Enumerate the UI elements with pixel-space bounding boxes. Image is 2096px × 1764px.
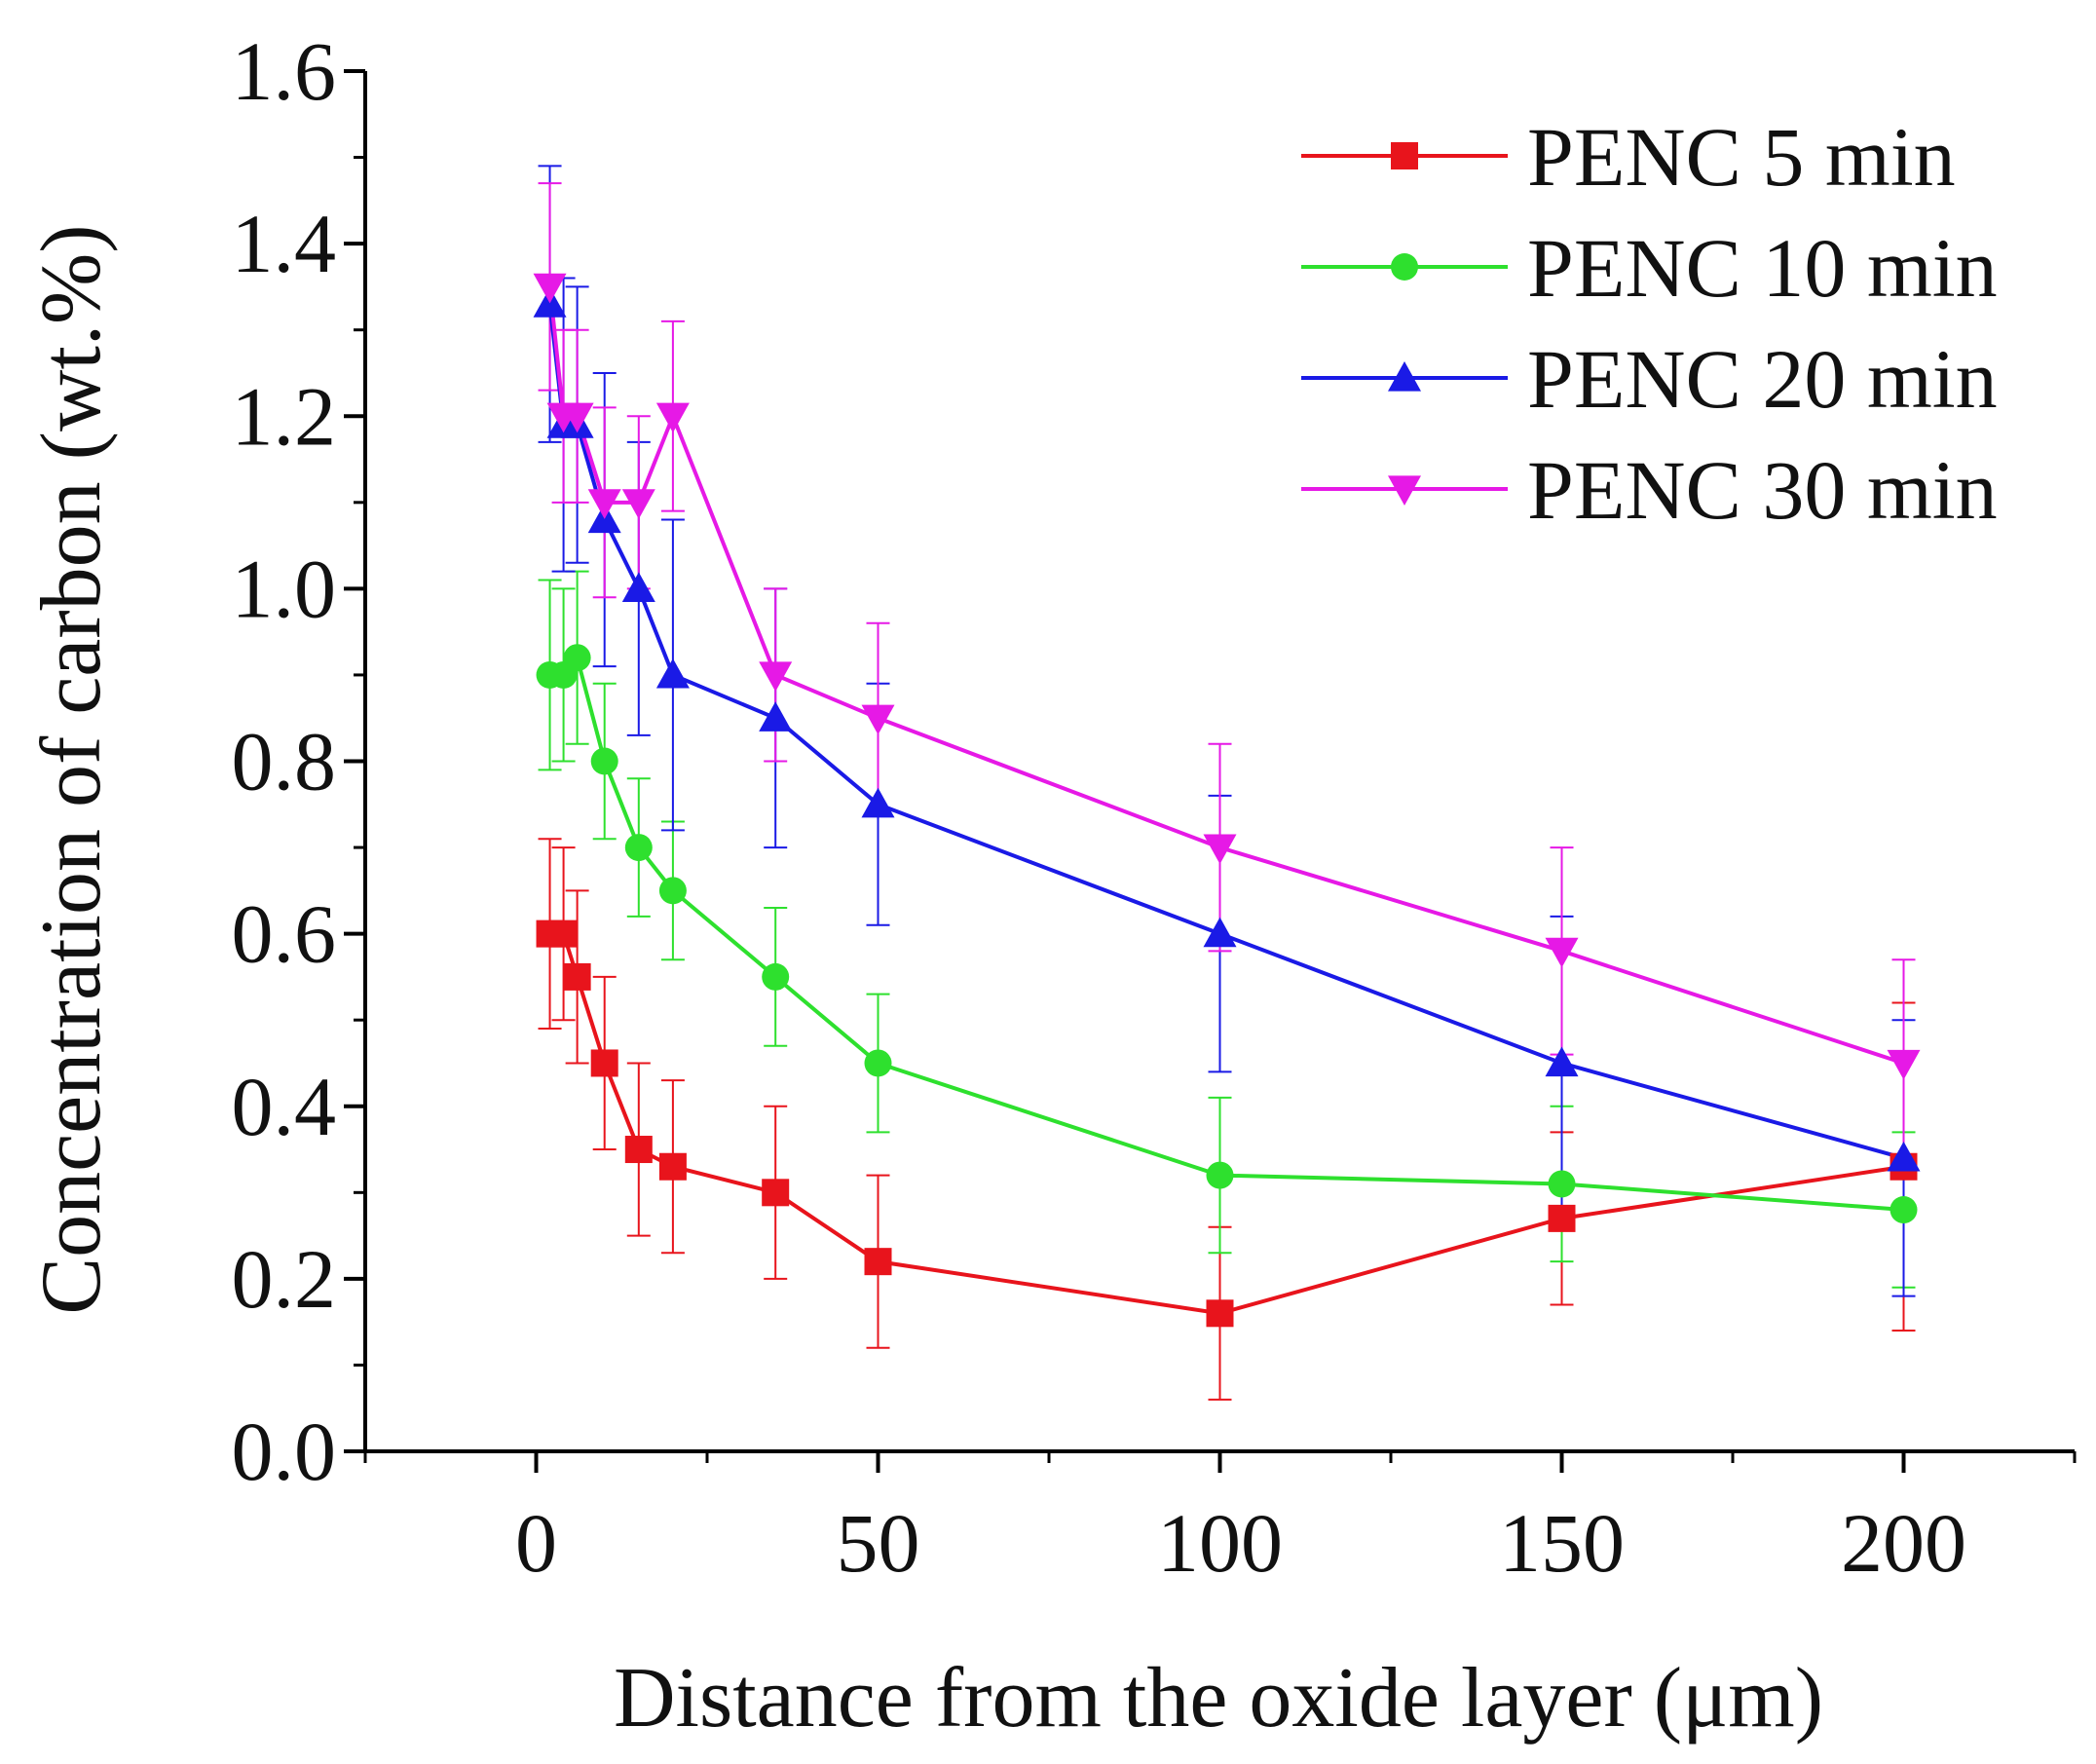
y-tick-label: 1.0	[232, 542, 337, 635]
data-point-penc-30-min	[1887, 1049, 1921, 1080]
data-point-penc-20-min	[621, 572, 655, 602]
x-tick-label: 0	[515, 1496, 557, 1590]
legend-label-penc-30-min: PENC 30 min	[1527, 443, 1998, 537]
legend-marker-penc-10-min	[1391, 253, 1418, 281]
data-point-penc-5-min	[590, 1049, 618, 1077]
data-point-penc-5-min	[1206, 1299, 1234, 1328]
data-point-penc-30-min	[587, 489, 621, 519]
data-point-penc-5-min	[1548, 1204, 1576, 1232]
data-point-penc-10-min	[563, 644, 591, 672]
legend-label-penc-20-min: PENC 20 min	[1527, 332, 1998, 426]
data-point-penc-5-min	[549, 920, 578, 948]
y-tick-label: 0.4	[232, 1060, 337, 1153]
data-point-penc-10-min	[1548, 1170, 1576, 1198]
x-tick-label: 50	[837, 1496, 920, 1590]
y-tick-label: 1.2	[232, 369, 337, 463]
data-point-penc-10-min	[864, 1049, 892, 1077]
data-point-penc-20-min	[1887, 1141, 1921, 1172]
x-tick-label: 200	[1841, 1496, 1966, 1590]
data-point-penc-30-min	[560, 402, 594, 433]
data-point-penc-30-min	[655, 402, 690, 433]
data-point-penc-30-min	[533, 273, 567, 304]
data-point-penc-10-min	[624, 834, 653, 862]
x-axis-title: Distance from the oxide layer (μm)	[614, 1651, 1823, 1745]
data-point-penc-5-min	[762, 1179, 790, 1207]
data-point-penc-10-min	[590, 747, 618, 775]
legend-marker-penc-5-min	[1391, 142, 1418, 169]
y-axis-title: Concentration of carbon (wt.%)	[24, 224, 119, 1314]
data-point-penc-10-min	[1206, 1161, 1234, 1189]
x-tick-label: 100	[1157, 1496, 1283, 1590]
line-layer	[547, 286, 1905, 1316]
legend-label-penc-10-min: PENC 10 min	[1527, 221, 1998, 315]
data-point-penc-10-min	[762, 962, 790, 991]
y-tick-label: 0.0	[232, 1405, 337, 1498]
data-point-penc-5-min	[624, 1136, 653, 1164]
y-tick-label: 0.8	[232, 715, 337, 808]
data-point-penc-10-min	[1890, 1196, 1918, 1224]
data-point-penc-20-min	[1545, 1046, 1579, 1077]
data-point-penc-10-min	[658, 877, 687, 905]
legend-marker-penc-30-min	[1388, 475, 1421, 506]
legend-marker-penc-20-min	[1388, 361, 1421, 392]
data-point-penc-20-min	[1203, 917, 1237, 948]
y-tick-label: 1.6	[232, 24, 337, 118]
series-line-penc-5-min	[549, 931, 1904, 1316]
marker-layer	[533, 273, 1921, 1328]
x-tick-label: 150	[1499, 1496, 1625, 1590]
series-line-penc-20-min	[547, 303, 1905, 1160]
y-tick-label: 0.6	[232, 887, 337, 981]
y-tick-label: 0.2	[232, 1232, 337, 1326]
data-point-penc-30-min	[621, 489, 655, 519]
data-point-penc-5-min	[563, 962, 591, 991]
legend-label-penc-5-min: PENC 5 min	[1527, 110, 1956, 204]
data-point-penc-30-min	[861, 704, 895, 735]
legend: PENC 5 min PENC 10 min PENC 20 min PENC 30 …	[1301, 110, 1998, 537]
data-point-penc-20-min	[759, 701, 793, 732]
data-point-penc-5-min	[864, 1248, 892, 1276]
data-point-penc-5-min	[658, 1152, 687, 1181]
data-point-penc-30-min	[1545, 937, 1579, 968]
data-point-penc-30-min	[759, 661, 793, 692]
axes-layer: 0.0 0.2 0.4 0.6 0.8 1.0 1.2 1.4 1.6 0 50 100 150 200	[232, 24, 2077, 1590]
data-point-penc-30-min	[1203, 834, 1237, 865]
y-tick-label: 1.4	[232, 197, 337, 290]
data-point-penc-20-min	[655, 657, 690, 689]
data-point-penc-20-min	[861, 787, 895, 818]
